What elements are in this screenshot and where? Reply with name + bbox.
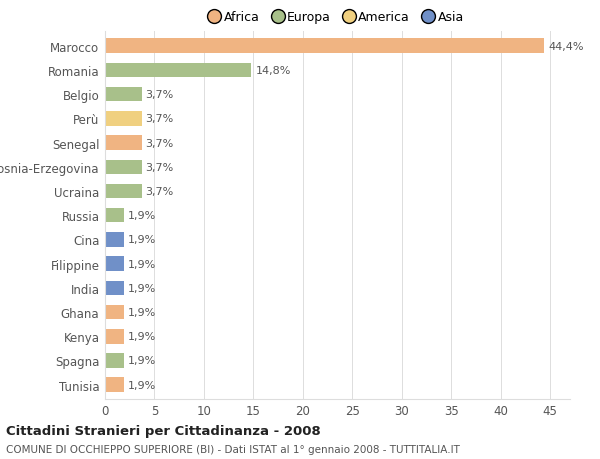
Bar [105,281,124,296]
Text: 14,8%: 14,8% [256,66,291,76]
Text: 3,7%: 3,7% [146,162,174,173]
Text: 3,7%: 3,7% [146,114,174,124]
Text: 1,9%: 1,9% [128,211,156,221]
Text: 1,9%: 1,9% [128,283,156,293]
Bar [105,185,142,199]
Text: 44,4%: 44,4% [548,42,584,51]
Text: 1,9%: 1,9% [128,331,156,341]
Text: Cittadini Stranieri per Cittadinanza - 2008: Cittadini Stranieri per Cittadinanza - 2… [6,425,321,437]
Bar [105,39,544,54]
Bar [105,378,124,392]
Text: 1,9%: 1,9% [128,356,156,366]
Text: 1,9%: 1,9% [128,259,156,269]
Bar [105,257,124,271]
Bar [105,160,142,175]
Text: 3,7%: 3,7% [146,186,174,196]
Bar [105,112,142,126]
Bar [105,233,124,247]
Text: 1,9%: 1,9% [128,380,156,390]
Text: 3,7%: 3,7% [146,138,174,148]
Bar [105,88,142,102]
Text: COMUNE DI OCCHIEPPO SUPERIORE (BI) - Dati ISTAT al 1° gennaio 2008 - TUTTITALIA.: COMUNE DI OCCHIEPPO SUPERIORE (BI) - Dat… [6,444,460,454]
Bar [105,208,124,223]
Bar [105,63,251,78]
Bar [105,329,124,344]
Text: 1,9%: 1,9% [128,308,156,317]
Text: 3,7%: 3,7% [146,90,174,100]
Bar [105,136,142,151]
Legend: Africa, Europa, America, Asia: Africa, Europa, America, Asia [208,7,467,28]
Text: 1,9%: 1,9% [128,235,156,245]
Bar [105,305,124,319]
Bar [105,353,124,368]
